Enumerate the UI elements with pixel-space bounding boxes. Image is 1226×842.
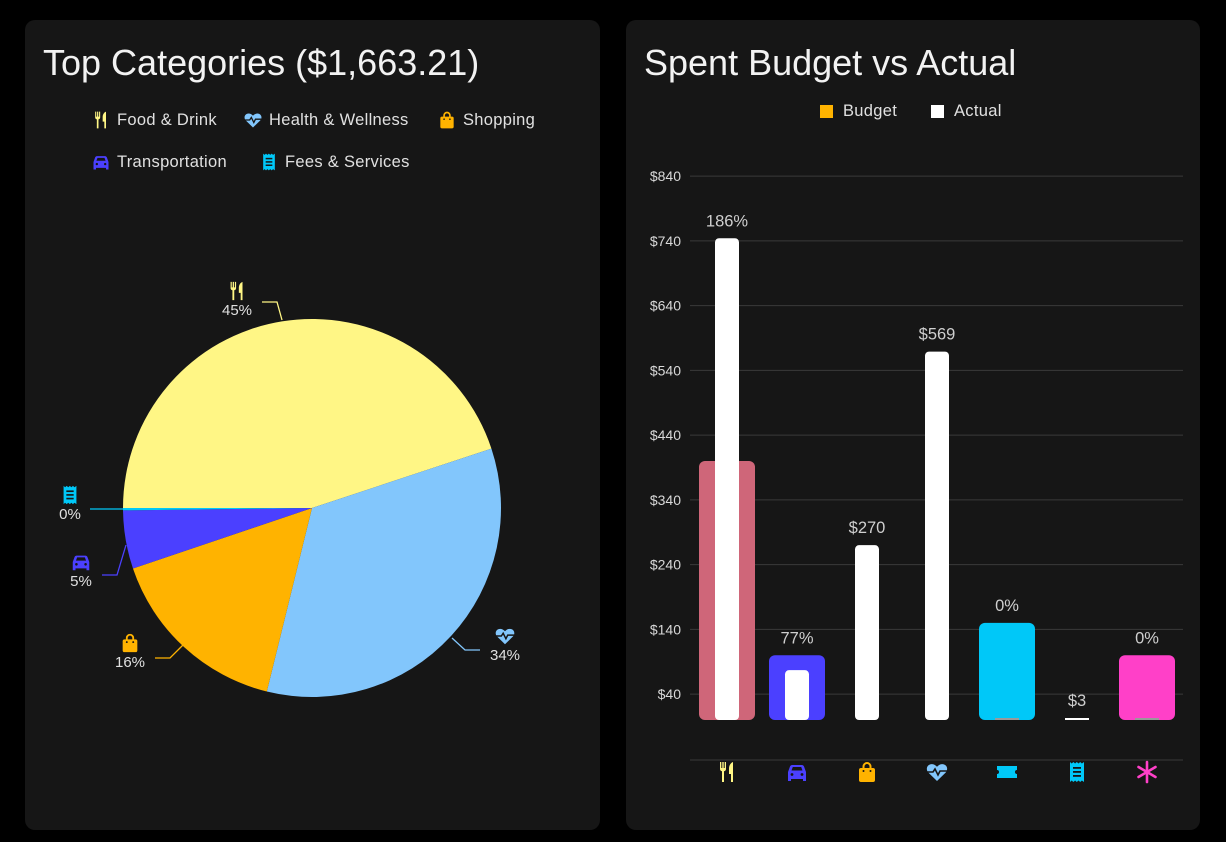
legend-label: Actual: [954, 102, 1002, 120]
legend-item[interactable]: Fees & Services: [259, 152, 410, 172]
heart-pulse-icon: [926, 764, 948, 781]
actual-bar[interactable]: [785, 670, 809, 720]
bar-data-label: 0%: [995, 597, 1019, 615]
top-categories-panel: Top Categories ($1,663.21) Food & Drink H…: [25, 20, 600, 830]
pie-percent-label: 0%: [59, 506, 81, 523]
shopping-bag-icon: [859, 762, 875, 782]
y-tick-label: $240: [650, 557, 681, 573]
pie-slice[interactable]: [123, 508, 312, 569]
pie-slice[interactable]: [123, 318, 492, 508]
bar-data-label: $3: [1068, 692, 1086, 710]
receipt-icon: [63, 485, 77, 505]
heart-pulse-icon: [244, 113, 262, 128]
legend-item[interactable]: Food & Drink: [91, 110, 217, 130]
legend-item[interactable]: Transportation: [91, 152, 227, 172]
actual-bar[interactable]: [715, 238, 739, 720]
legend-item[interactable]: Shopping: [437, 110, 535, 130]
food-icon: [95, 111, 106, 129]
pie-percent-label: 5%: [70, 573, 92, 590]
food-icon: [230, 281, 243, 301]
bar-chart-title: Spent Budget vs Actual: [644, 42, 1017, 83]
y-tick-label: $540: [650, 362, 681, 378]
pie-data-label: 16%: [110, 632, 150, 671]
leader-line: [102, 544, 127, 576]
shopping-bag-icon: [122, 633, 138, 653]
leader-line: [451, 637, 480, 651]
y-tick-label: $640: [650, 298, 681, 314]
actual-bar[interactable]: [1135, 718, 1159, 720]
leader-line: [155, 644, 184, 659]
pie-data-label: 0%: [50, 484, 90, 523]
bar-data-label: 77%: [780, 629, 813, 647]
pie-chart-title: Top Categories ($1,663.21): [43, 42, 480, 83]
pie-percent-label: 45%: [221, 302, 253, 319]
legend-label: Food & Drink: [117, 110, 217, 129]
y-tick-label: $440: [650, 427, 681, 443]
asterisk-icon: [1137, 760, 1157, 784]
pie-percent-label: 34%: [489, 647, 521, 664]
car-icon: [788, 765, 806, 781]
legend-swatch: [931, 105, 944, 118]
legend-item[interactable]: Health & Wellness: [243, 110, 409, 130]
legend-label: Transportation: [117, 152, 227, 171]
pie-slice[interactable]: [132, 508, 312, 692]
bar-data-label: 186%: [706, 212, 749, 230]
legend-label: Shopping: [463, 110, 536, 129]
pie-chart: [90, 301, 501, 697]
pie-slice[interactable]: [266, 448, 501, 697]
y-tick-label: $340: [650, 492, 681, 508]
actual-bar[interactable]: [995, 718, 1019, 720]
receipt-icon: [263, 153, 275, 171]
legend-item-actual[interactable]: Actual: [931, 102, 1002, 121]
pie-data-label: 5%: [61, 551, 101, 590]
legend-swatch: [820, 105, 833, 118]
y-tick-label: $140: [650, 621, 681, 637]
y-tick-label: $840: [650, 168, 681, 184]
actual-bar[interactable]: [1065, 718, 1089, 720]
food-icon: [720, 762, 733, 782]
budget-bar[interactable]: [1119, 655, 1175, 720]
car-icon: [93, 156, 109, 170]
bar-data-label: 0%: [1135, 629, 1159, 647]
ticket-icon: [997, 766, 1017, 778]
car-icon: [72, 555, 90, 571]
pie-percent-label: 16%: [114, 654, 146, 671]
budget-bar[interactable]: [979, 622, 1035, 720]
actual-bar[interactable]: [855, 545, 879, 720]
budget-vs-actual-panel: Spent Budget vs Actual Budget Actual $40 $…: [626, 20, 1200, 830]
shopping-bag-icon: [440, 111, 454, 129]
pie-data-label: 45%: [217, 280, 257, 319]
y-tick-label: $740: [650, 233, 681, 249]
legend-label: Fees & Services: [285, 152, 410, 171]
y-tick-label: $40: [658, 686, 682, 702]
heart-pulse-icon: [495, 628, 515, 645]
actual-bar[interactable]: [925, 351, 949, 720]
bar-data-label: $270: [849, 519, 886, 537]
legend-label: Health & Wellness: [269, 110, 409, 129]
leader-line: [262, 301, 283, 321]
receipt-icon: [1070, 762, 1084, 782]
pie-slice[interactable]: [123, 508, 312, 511]
legend-label: Budget: [843, 102, 898, 120]
bar-data-label: $569: [919, 326, 956, 344]
pie-data-label: 34%: [485, 625, 525, 664]
bar-chart: $40 $140 $240 $340 $440 $540 $640 $740 $840 186% 7…: [650, 168, 1183, 784]
legend-item-budget[interactable]: Budget: [820, 102, 897, 121]
